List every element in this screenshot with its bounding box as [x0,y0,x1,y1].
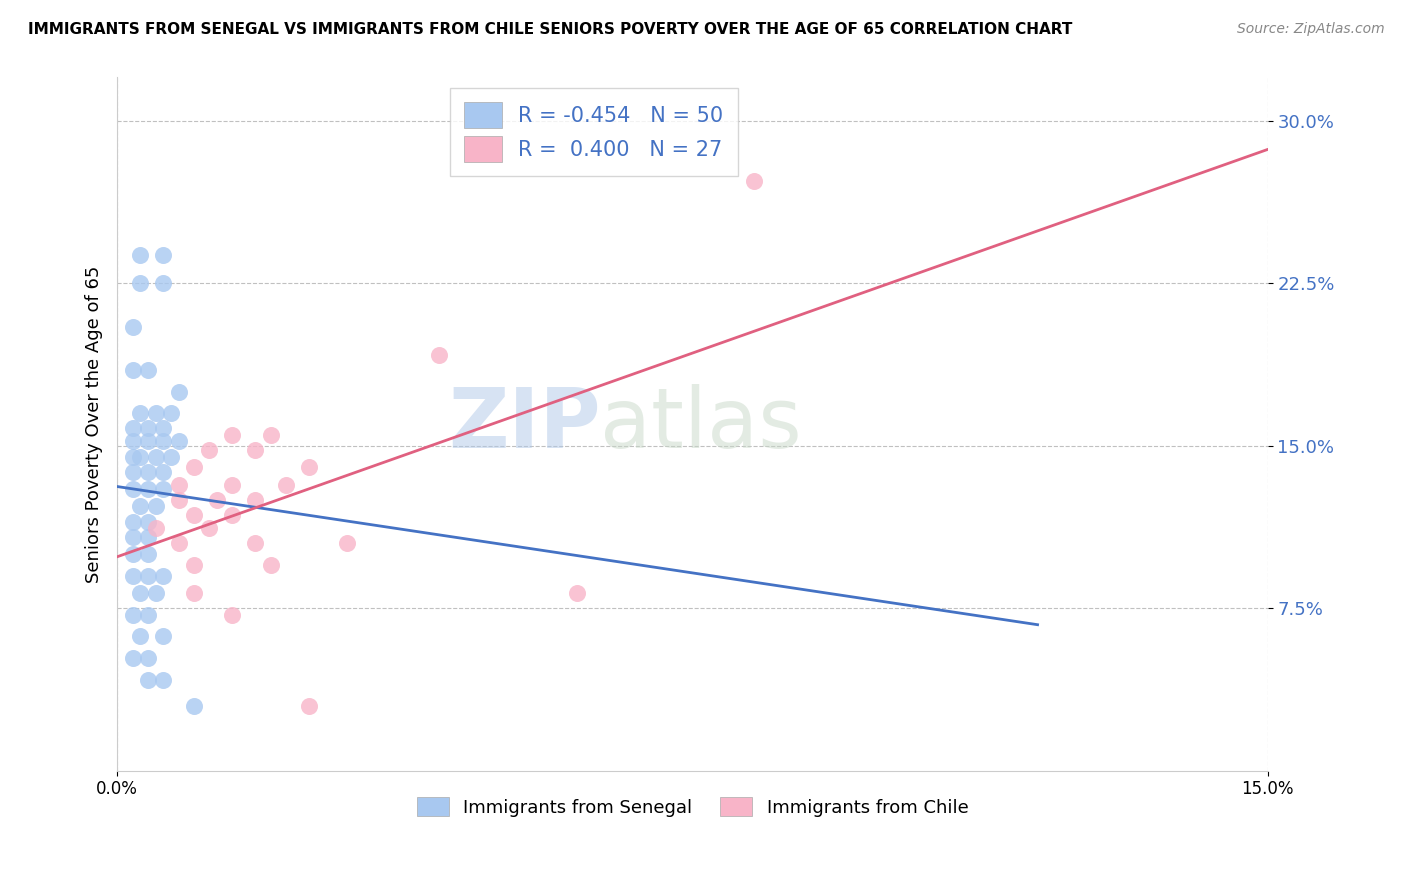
Point [245,536,267,550]
Point [129,248,152,262]
Point [259,428,281,442]
Point [152,434,174,449]
Point [136,482,159,496]
Point [121,547,143,561]
Point [121,515,143,529]
Point [136,434,159,449]
Point [160,450,183,464]
Point [152,482,174,496]
Point [136,530,159,544]
Point [183,698,205,713]
Point [145,450,167,464]
Legend: Immigrants from Senegal, Immigrants from Chile: Immigrants from Senegal, Immigrants from… [409,790,976,824]
Point [136,607,159,622]
Point [145,586,167,600]
Point [167,477,190,491]
Point [274,477,297,491]
Point [121,607,143,622]
Text: atlas: atlas [600,384,803,465]
Point [136,651,159,665]
Point [129,406,152,420]
Point [121,568,143,582]
Point [152,421,174,435]
Point [152,568,174,582]
Point [567,586,589,600]
Point [121,421,143,435]
Text: ZIP: ZIP [449,384,600,465]
Point [136,465,159,479]
Point [121,319,143,334]
Point [152,248,174,262]
Point [136,515,159,529]
Point [167,492,190,507]
Point [183,460,205,475]
Point [183,508,205,522]
Point [167,384,190,399]
Point [245,492,267,507]
Point [129,629,152,643]
Point [160,406,183,420]
Text: Source: ZipAtlas.com: Source: ZipAtlas.com [1237,22,1385,37]
Point [152,277,174,291]
Point [136,568,159,582]
Point [152,465,174,479]
Point [205,492,228,507]
Point [145,406,167,420]
Point [121,651,143,665]
Point [121,363,143,377]
Point [152,673,174,687]
Point [167,434,190,449]
Point [245,443,267,458]
Point [129,277,152,291]
Point [136,421,159,435]
Point [298,698,321,713]
Point [121,450,143,464]
Point [129,450,152,464]
Point [121,434,143,449]
Point [183,586,205,600]
Point [152,629,174,643]
Point [145,521,167,535]
Point [183,558,205,572]
Point [221,428,243,442]
Point [221,477,243,491]
Point [167,536,190,550]
Point [221,607,243,622]
Point [298,460,321,475]
Point [129,500,152,514]
Point [121,482,143,496]
Point [136,673,159,687]
Point [145,500,167,514]
Point [259,558,281,572]
Point [742,174,765,188]
Point [136,363,159,377]
Point [121,530,143,544]
Point [336,536,359,550]
Point [221,508,243,522]
Point [198,521,221,535]
Text: IMMIGRANTS FROM SENEGAL VS IMMIGRANTS FROM CHILE SENIORS POVERTY OVER THE AGE OF: IMMIGRANTS FROM SENEGAL VS IMMIGRANTS FR… [28,22,1073,37]
Point [136,547,159,561]
Point [427,348,450,362]
Point [129,586,152,600]
Y-axis label: Seniors Poverty Over the Age of 65: Seniors Poverty Over the Age of 65 [86,266,103,582]
Point [198,443,221,458]
Point [121,465,143,479]
